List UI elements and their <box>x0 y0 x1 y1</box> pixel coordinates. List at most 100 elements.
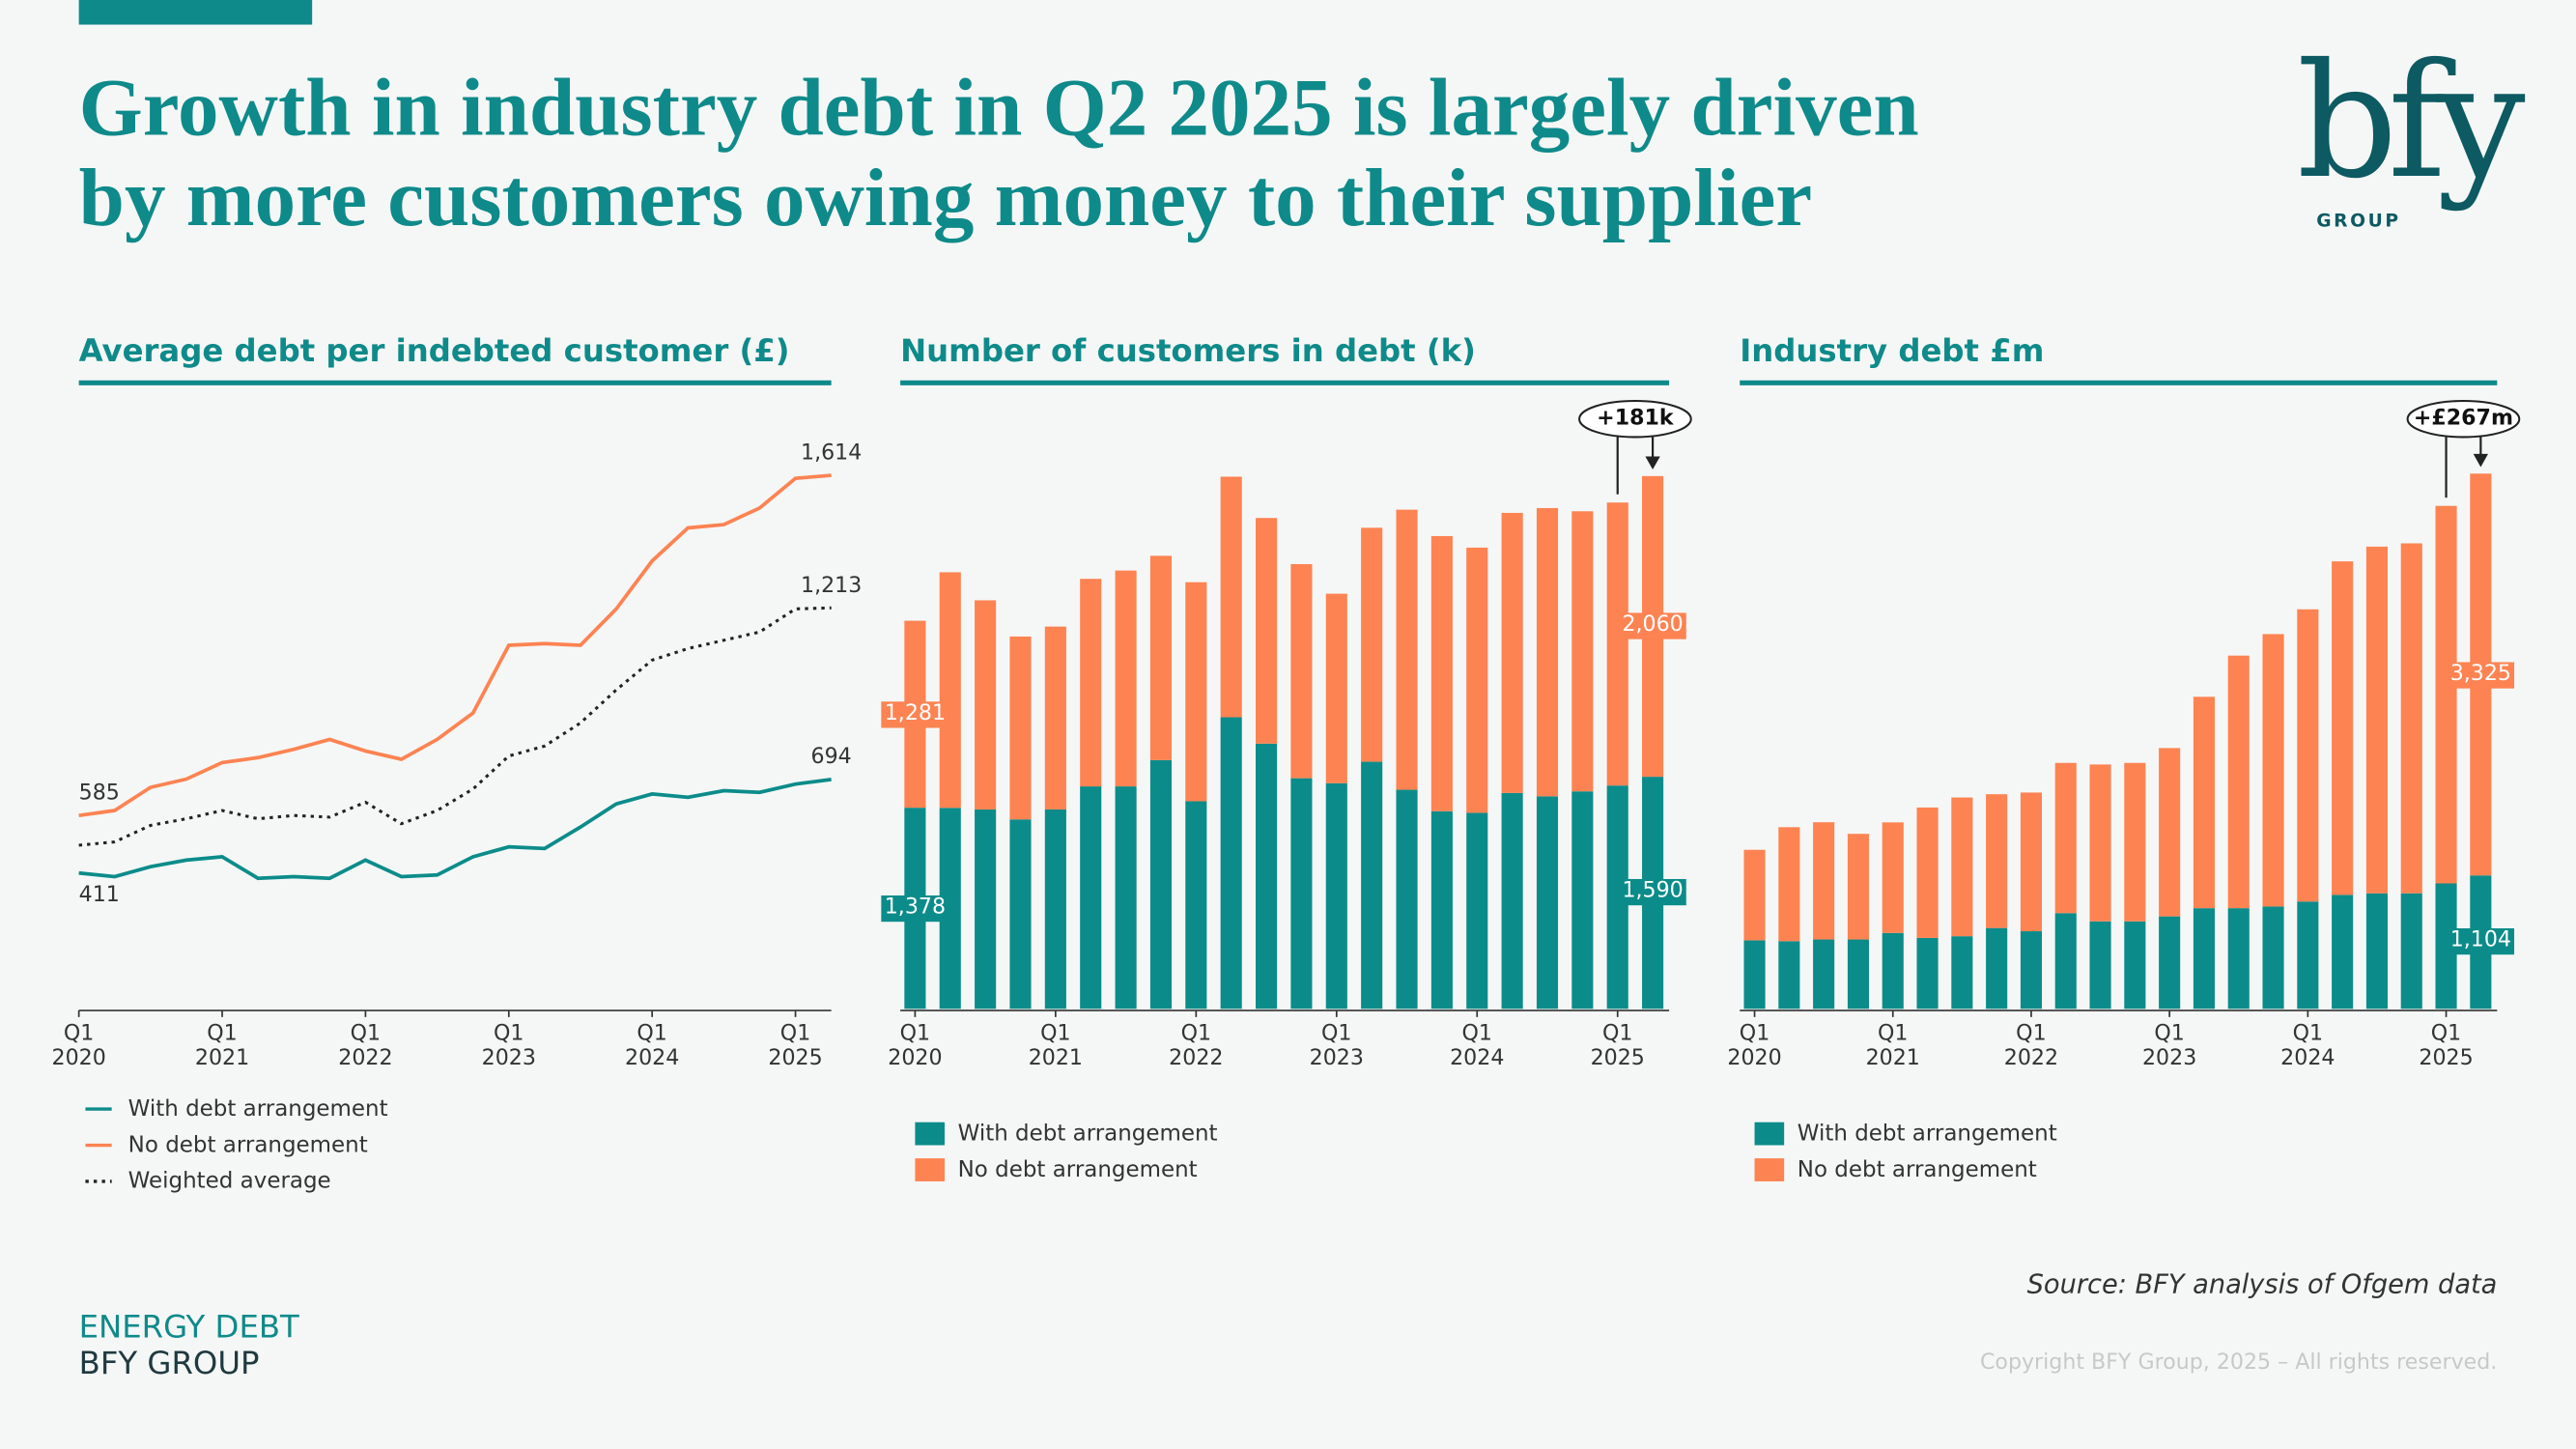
bar-segment <box>1813 939 1835 1009</box>
bar-segment <box>1847 939 1870 1009</box>
bar-segment <box>1743 940 1766 1009</box>
value-label: 1,104 <box>2447 928 2515 955</box>
x-tick-label: Q1 2021 <box>194 1021 250 1071</box>
bar-segment <box>2159 748 2181 917</box>
bar-segment <box>1882 822 1904 933</box>
bar-segment <box>1325 782 1347 1009</box>
x-tick-label: Q1 2024 <box>2280 1021 2335 1071</box>
bar-segment <box>1986 927 2008 1009</box>
bar-segment <box>2332 561 2354 895</box>
bar-segment <box>1778 941 1800 1009</box>
bar-segment <box>2262 906 2284 1009</box>
bar-segment <box>2193 696 2216 909</box>
x-tick-label: Q1 2022 <box>338 1021 393 1071</box>
annotation-arrow <box>2473 453 2488 468</box>
x-tick-label: Q1 2021 <box>1028 1021 1083 1071</box>
bar-segment <box>2159 916 2181 1009</box>
page-title: Growth in industry debt in Q2 2025 is la… <box>78 60 1919 243</box>
annotation-text: +181k <box>1597 406 1674 432</box>
logo-text: GROUP <box>2316 210 2401 232</box>
bar-segment <box>939 572 961 809</box>
bar-segment <box>1743 849 1766 941</box>
bar-segment <box>2435 505 2457 884</box>
x-tick-label: Q1 2023 <box>2141 1021 2197 1071</box>
legend-swatch <box>1754 1158 1785 1181</box>
value-label: 1,378 <box>881 895 949 922</box>
bar-segment <box>2365 546 2389 894</box>
source-note: Source: BFY analysis of Ofgem data <box>2026 1268 2498 1300</box>
bar-segment <box>1080 786 1102 1009</box>
bar-segment <box>1220 476 1242 718</box>
bar-segment <box>1916 807 1939 938</box>
footer-line: BFY GROUP <box>78 1346 260 1382</box>
bar-segment <box>1536 796 1559 1009</box>
bar-segment <box>1256 743 1278 1009</box>
annotation-arrow <box>1645 456 1660 470</box>
bar-segment <box>1847 834 1870 940</box>
value-label: 694 <box>810 745 852 771</box>
legend-label: No debt arrangement <box>1797 1156 2037 1183</box>
bar-segment <box>2262 634 2284 907</box>
x-tick-label: Q1 2023 <box>1309 1021 1364 1071</box>
bar-segment <box>2400 543 2422 894</box>
bar-segment <box>2435 883 2457 1009</box>
value-label: 3,325 <box>2447 661 2515 688</box>
bar-segment <box>1813 822 1835 940</box>
bar-segment <box>1430 810 1453 1009</box>
legend-swatch <box>1754 1122 1785 1146</box>
bar-segment <box>2124 762 2146 922</box>
x-tick-label: Q1 2020 <box>1727 1021 1782 1071</box>
bar-segment <box>1396 509 1418 790</box>
annotation-bubble <box>2406 399 2521 439</box>
bar-segment <box>1220 717 1242 1009</box>
x-tick-label: Q1 2021 <box>1865 1021 1920 1071</box>
bar-segment <box>2297 901 2319 1009</box>
x-tick-label: Q1 2020 <box>51 1021 106 1071</box>
bar-segment <box>1290 563 1313 779</box>
bar-segment <box>1149 555 1173 760</box>
bar-segment <box>2193 908 2216 1009</box>
legend-label: With debt arrangement <box>957 1121 1218 1148</box>
bar-segment <box>2227 655 2250 909</box>
bar-segment <box>1115 570 1137 787</box>
chart-subtitle: Industry debt £m <box>1740 333 2045 370</box>
bar-segment <box>939 808 961 1009</box>
value-label: 1,590 <box>1619 879 1687 906</box>
x-tick-label: Q1 2024 <box>1450 1021 1505 1071</box>
x-tick-label: Q1 2023 <box>481 1021 536 1071</box>
value-label: 1,281 <box>881 700 949 727</box>
x-tick-label: Q1 2020 <box>888 1021 943 1071</box>
chart-subtitle: Number of customers in debt (k) <box>900 333 1476 370</box>
bar-segment <box>2365 893 2389 1009</box>
bar-segment <box>1185 582 1207 802</box>
bar-segment <box>1501 792 1523 1009</box>
logo-mark: bfy <box>2296 29 2526 214</box>
annotation-bubble <box>1578 399 1692 439</box>
value-label: 1,614 <box>800 441 863 467</box>
x-tick-label: Q1 2025 <box>768 1021 823 1071</box>
legend-label: Weighted average <box>127 1168 331 1195</box>
value-label: 1,213 <box>800 574 863 599</box>
bar-segment <box>2400 893 2422 1009</box>
bar-segment <box>1290 778 1313 1009</box>
line <box>78 473 832 818</box>
x-tick-label: Q1 2022 <box>1169 1021 1224 1071</box>
value-label: 411 <box>78 883 120 909</box>
bar-segment <box>1916 937 1939 1009</box>
bar-segment <box>2089 764 2111 922</box>
bar-segment <box>1466 547 1488 813</box>
bar-segment <box>1149 759 1173 1009</box>
footer-line: ENERGY DEBT <box>78 1309 299 1347</box>
bar-segment <box>1044 809 1066 1009</box>
bar-segment <box>1396 789 1418 1009</box>
bar-segment <box>1466 812 1488 1009</box>
x-tick-label: Q1 2024 <box>625 1021 680 1071</box>
bar-segment <box>1361 761 1383 1009</box>
bar-segment <box>1606 502 1628 786</box>
legend-label: With debt arrangement <box>1797 1121 2057 1148</box>
value-label: 585 <box>78 781 120 807</box>
bar-segment <box>2020 792 2043 932</box>
x-tick-label: Q1 2025 <box>2419 1021 2474 1071</box>
